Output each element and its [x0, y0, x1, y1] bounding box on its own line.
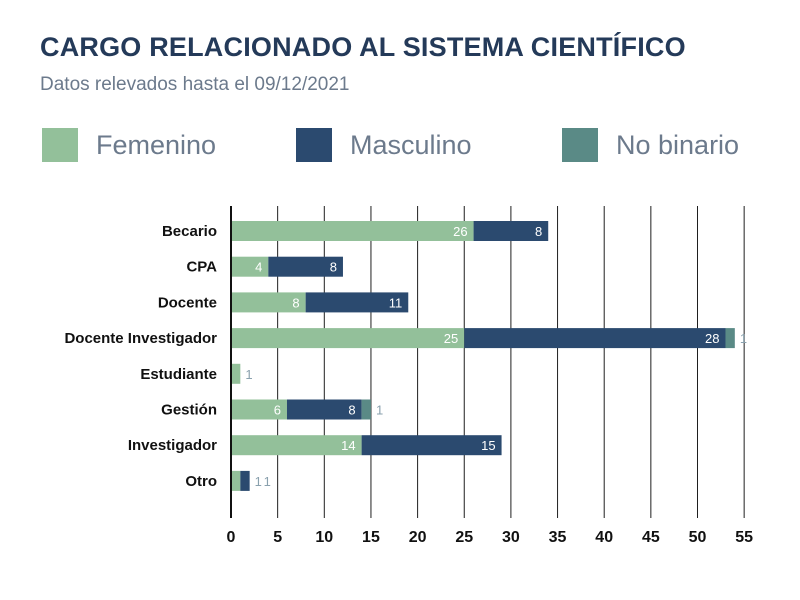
category-label: Investigador [128, 437, 217, 454]
bar-masculino [240, 470, 250, 491]
bar-masculino [361, 435, 502, 456]
bar-masculino [286, 399, 362, 420]
data-label: 6 [274, 403, 281, 418]
data-label: 1 [376, 403, 383, 418]
data-label: 25 [444, 331, 458, 346]
legend-item-femenino: Femenino [42, 127, 216, 163]
data-label: 8 [330, 260, 337, 275]
legend-item-no-binario: No binario [562, 127, 739, 163]
data-label: 8 [292, 295, 299, 310]
data-label: 1 [740, 331, 747, 346]
data-label: 11 [389, 295, 403, 310]
data-label: 1 [255, 474, 262, 489]
bar-femenino [231, 256, 269, 277]
bar-femenino [231, 363, 241, 384]
data-label: 14 [341, 438, 355, 453]
x-tick-label: 40 [595, 529, 613, 546]
legend-label-femenino: Femenino [96, 129, 217, 160]
x-tick-label: 35 [549, 529, 567, 546]
legend: Femenino Masculino No binario [0, 127, 800, 163]
bar-femenino [231, 221, 474, 241]
bar-femenino [231, 328, 465, 349]
data-label: 8 [535, 224, 542, 239]
x-tick-label: 15 [362, 529, 380, 546]
category-label: Becario [162, 223, 217, 240]
category-label: Otro [185, 473, 217, 490]
bar-masculino [473, 221, 549, 241]
legend-item-masculino: Masculino [296, 127, 472, 163]
data-label: 1 [245, 367, 252, 382]
x-tick-label: 10 [315, 529, 333, 546]
legend-swatch-no-binario [562, 128, 598, 162]
bar-femenino [231, 399, 287, 420]
data-label: 1 [264, 474, 271, 489]
x-tick-label: 0 [227, 529, 236, 546]
bar-no-binario [725, 328, 735, 349]
legend-swatch-masculino [296, 128, 332, 162]
bar-femenino [231, 470, 241, 491]
data-label: 15 [481, 438, 495, 453]
legend-label-no-binario: No binario [616, 129, 740, 160]
category-label: Docente Investigador [64, 330, 217, 347]
data-label: 8 [348, 403, 355, 418]
bar-femenino [231, 435, 362, 456]
chart-title: CARGO RELACIONADO AL SISTEMA CIENTÍFICO [40, 32, 686, 62]
bar-masculino [464, 328, 726, 349]
data-label: 4 [255, 260, 262, 275]
x-tick-label: 50 [689, 529, 707, 546]
chart-subtitle: Datos relevados hasta el 09/12/2021 [40, 74, 350, 95]
x-tick-label: 5 [273, 529, 282, 546]
legend-swatch-femenino [42, 128, 78, 162]
category-label: Docente [158, 294, 217, 311]
x-tick-label: 45 [642, 529, 660, 546]
category-label: Estudiante [140, 366, 217, 383]
bar-masculino [305, 292, 409, 313]
data-label: 26 [453, 224, 467, 239]
x-tick-label: 55 [735, 529, 753, 546]
x-tick-label: 25 [455, 529, 473, 546]
bar-masculino [268, 256, 343, 277]
legend-label-masculino: Masculino [350, 129, 472, 160]
bar-no-binario [361, 399, 371, 420]
data-label: 28 [705, 331, 719, 346]
category-label: CPA [186, 259, 217, 276]
x-tick-label: 30 [502, 529, 520, 546]
category-label: Gestión [161, 402, 217, 419]
bar-femenino [231, 292, 306, 313]
x-tick-label: 20 [409, 529, 427, 546]
